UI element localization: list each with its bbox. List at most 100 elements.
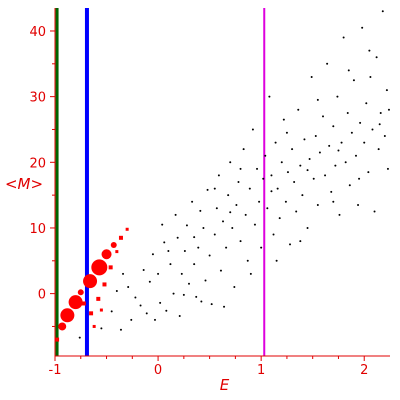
- data-point: [291, 148, 294, 151]
- data-point: [348, 184, 351, 187]
- data-point: [208, 254, 211, 257]
- data-point: [169, 263, 172, 266]
- data-point: [148, 280, 151, 283]
- data-point: [286, 171, 289, 174]
- data-point: [256, 167, 259, 170]
- data-point: [178, 314, 181, 317]
- data-point: [306, 169, 309, 172]
- data-point: [316, 203, 319, 206]
- data-point: [188, 282, 190, 285]
- data-point: [55, 337, 60, 342]
- data-point: [314, 135, 317, 138]
- data-point: [195, 295, 198, 298]
- data-point: [368, 49, 371, 52]
- data-point: [233, 286, 236, 289]
- data-point: [157, 272, 160, 275]
- data-point: [248, 187, 251, 190]
- data-point: [199, 209, 202, 212]
- y-tick-label: 10: [29, 222, 46, 237]
- data-point: [213, 187, 216, 190]
- data-point: [229, 211, 232, 214]
- data-point: [301, 194, 304, 197]
- data-point: [102, 282, 107, 287]
- data-points: [55, 10, 390, 342]
- data-point: [363, 141, 366, 144]
- y-axis-label: <M>: [5, 175, 43, 193]
- data-point: [193, 236, 196, 239]
- data-point: [308, 158, 311, 161]
- data-point: [92, 324, 96, 328]
- data-point: [83, 274, 98, 289]
- data-point: [270, 190, 273, 193]
- data-point: [354, 154, 357, 157]
- data-point: [244, 213, 247, 216]
- data-point: [316, 98, 319, 101]
- data-point: [81, 301, 86, 306]
- y-tick-label: 20: [29, 156, 46, 171]
- data-point: [108, 265, 113, 270]
- data-point: [222, 220, 225, 223]
- data-point: [210, 303, 213, 306]
- data-point: [369, 75, 372, 78]
- data-point: [274, 141, 277, 144]
- data-point: [200, 300, 203, 303]
- data-point: [352, 79, 355, 82]
- data-point: [312, 177, 315, 180]
- data-point: [275, 259, 278, 262]
- data-point: [280, 161, 283, 164]
- data-point: [227, 194, 230, 197]
- data-point: [134, 296, 137, 299]
- data-point: [89, 311, 94, 316]
- x-tick-label: 2: [360, 363, 368, 378]
- data-point: [322, 115, 324, 118]
- data-point: [225, 246, 228, 249]
- data-point: [346, 112, 349, 115]
- data-point: [258, 200, 261, 203]
- data-point: [340, 141, 343, 144]
- data-point: [350, 131, 353, 134]
- data-point: [276, 187, 279, 190]
- data-point: [246, 259, 249, 262]
- data-point: [183, 249, 186, 252]
- data-point: [379, 112, 382, 115]
- data-point: [332, 125, 335, 128]
- x-tick-label: 0: [154, 363, 162, 378]
- data-point: [167, 249, 170, 252]
- data-point: [182, 293, 185, 296]
- data-point: [338, 213, 341, 216]
- data-point: [127, 286, 130, 289]
- y-tick-label: 30: [29, 91, 46, 106]
- data-point: [217, 174, 220, 177]
- data-point: [303, 138, 306, 141]
- data-point: [295, 210, 298, 213]
- data-point: [278, 217, 281, 220]
- data-point: [122, 272, 125, 275]
- data-point: [193, 263, 196, 266]
- data-point: [174, 213, 177, 216]
- data-point: [337, 149, 340, 152]
- x-tick-label: -1: [49, 363, 62, 378]
- data-point: [268, 95, 271, 98]
- data-point: [115, 250, 119, 254]
- data-point: [119, 328, 122, 331]
- data-point: [239, 240, 242, 243]
- data-point: [357, 203, 360, 206]
- data-point: [266, 207, 269, 210]
- vertical-lines: [55, 8, 266, 356]
- data-point: [229, 161, 232, 164]
- data-point: [151, 253, 154, 256]
- data-point: [375, 56, 378, 59]
- data-point: [359, 121, 362, 124]
- data-point: [378, 123, 381, 126]
- x-axis-label: E: [220, 376, 230, 394]
- data-point: [373, 210, 376, 213]
- data-point: [270, 174, 273, 177]
- data-point: [285, 131, 288, 134]
- data-point: [299, 240, 302, 243]
- data-point: [99, 308, 103, 312]
- data-point: [249, 272, 252, 275]
- data-point: [110, 310, 113, 313]
- data-point: [235, 203, 238, 206]
- data-point: [367, 171, 370, 174]
